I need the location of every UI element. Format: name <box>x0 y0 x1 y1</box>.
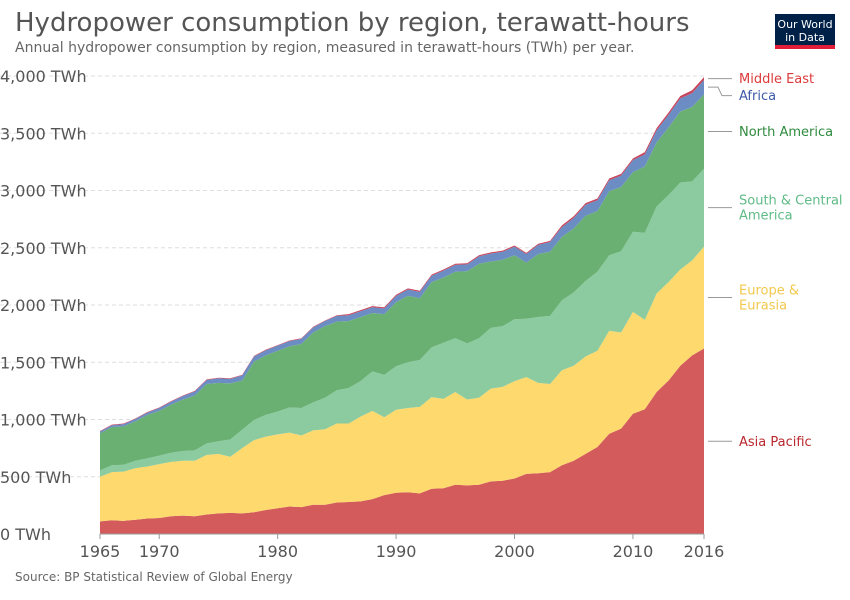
area-north-america[interactable] <box>100 94 704 471</box>
area-layer <box>100 77 704 534</box>
logo-line-2: in Data <box>785 31 825 44</box>
legend-label-north-america[interactable]: North America <box>739 125 833 140</box>
legend-connector <box>708 86 732 97</box>
logo-line-1: Our World <box>777 18 833 31</box>
x-tick-label: 2016 <box>684 542 725 561</box>
area-south-central-america[interactable] <box>100 168 704 477</box>
area-asia-pacific[interactable] <box>100 348 704 534</box>
legend-label-asia-pacific[interactable]: Asia Pacific <box>739 435 812 450</box>
y-tick-label: 2,500 TWh <box>0 239 87 258</box>
y-tick-label: 3,000 TWh <box>0 182 87 201</box>
legend-label-south-central-america[interactable]: South & Central <box>739 194 843 209</box>
chart-title: Hydropower consumption by region, terawa… <box>15 8 690 38</box>
x-tick-label: 2010 <box>613 542 654 561</box>
y-tick-label: 1,000 TWh <box>0 411 87 430</box>
legend-label-europe-eurasia[interactable]: Eurasia <box>739 299 787 314</box>
legend-label-europe-eurasia[interactable]: Europe & <box>739 284 799 299</box>
y-tick-label: 2,000 TWh <box>0 296 87 315</box>
owid-logo[interactable]: Our World in Data <box>775 14 835 49</box>
x-tick-label: 1965 <box>80 542 121 561</box>
axis-layer: 0 TWh 500 TWh 1,000 TWh 1,500 TWh 2,000 TWh 2… <box>0 67 724 561</box>
y-tick-label: 3,500 TWh <box>0 124 87 143</box>
y-tick-label: 1,500 TWh <box>0 353 87 372</box>
y-tick-label: 0 TWh <box>0 525 51 544</box>
x-tick-label: 1990 <box>376 542 417 561</box>
legend-label-africa[interactable]: Africa <box>739 89 776 104</box>
x-tick-label: 2000 <box>494 542 535 561</box>
source-note: Source: BP Statistical Review of Global … <box>15 570 293 584</box>
x-tick-label: 1980 <box>257 542 298 561</box>
y-tick-label: 4,000 TWh <box>0 67 87 86</box>
legend-label-middle-east[interactable]: Middle East <box>739 72 814 87</box>
legend-label-south-central-america[interactable]: America <box>739 209 793 224</box>
x-tick-label: 1970 <box>139 542 180 561</box>
legend-layer: Middle East Africa North America South & Ce… <box>708 72 843 450</box>
chart-subtitle: Annual hydropower consumption by region,… <box>15 40 635 56</box>
y-tick-label: 500 TWh <box>0 468 71 487</box>
area-europe-eurasia[interactable] <box>100 246 704 522</box>
